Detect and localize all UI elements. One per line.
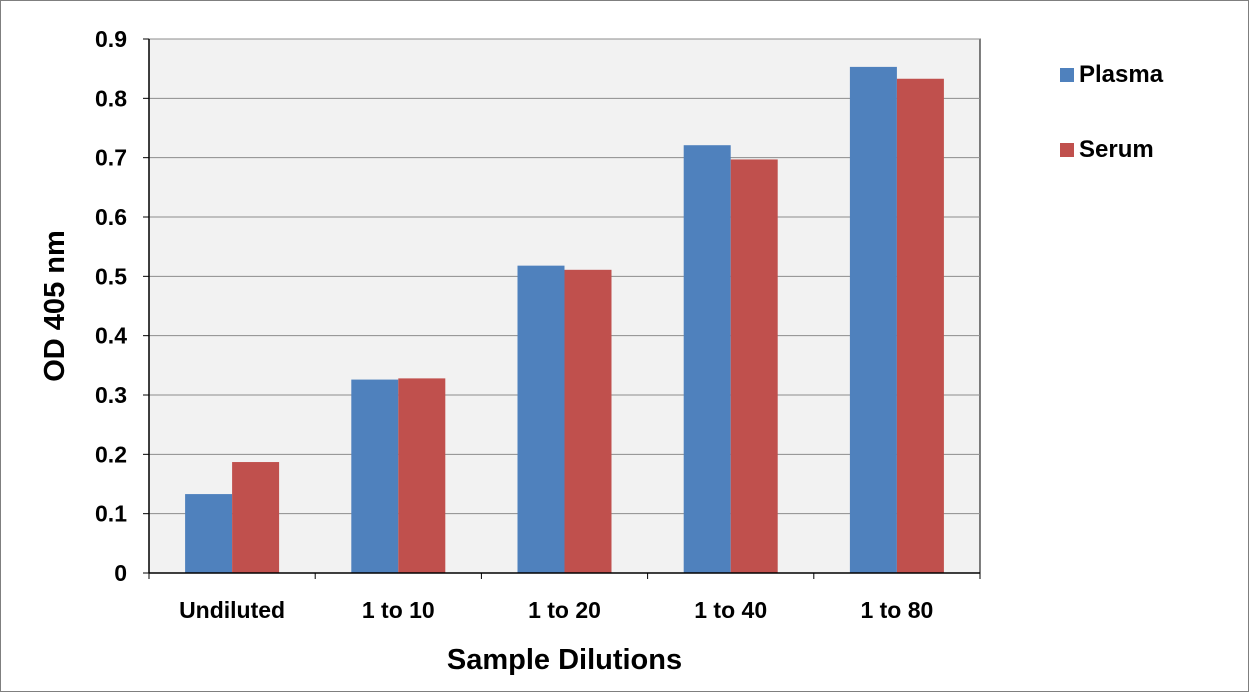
legend-label-serum: Serum: [1079, 136, 1154, 163]
bar-serum-2: [564, 269, 612, 573]
x-tick-label: 1 to 20: [528, 597, 601, 623]
bar-serum-0: [232, 462, 280, 573]
y-tick-label: 0.7: [95, 145, 127, 171]
axes: [148, 39, 981, 579]
y-tick-label: 0.6: [95, 204, 127, 230]
bar-plasma-3: [683, 145, 731, 573]
bar-plasma-0: [185, 494, 233, 573]
bars: [185, 66, 944, 574]
x-axis-title: Sample Dilutions: [447, 644, 682, 676]
legend-label-plasma: Plasma: [1079, 61, 1164, 88]
y-tick-label: 0.8: [95, 85, 127, 111]
y-tick-labels: 0 0.1 0.2 0.3 0.4 0.5 0.6 0.7 0.8 0.9: [95, 26, 127, 586]
y-tick-label: 0: [114, 560, 127, 586]
x-tick-labels: Undiluted 1 to 10 1 to 20 1 to 40 1 to 80: [179, 597, 933, 623]
legend: Plasma Serum: [1060, 61, 1164, 163]
x-tick-label: 1 to 10: [362, 597, 435, 623]
y-tick-label: 0.4: [95, 323, 127, 349]
y-tick-label: 0.2: [95, 441, 127, 467]
y-tick-label: 0.9: [95, 26, 127, 52]
bar-serum-1: [398, 378, 446, 573]
bar-serum-3: [730, 159, 778, 574]
y-axis-title: OD 405 nm: [39, 230, 71, 382]
legend-swatch-plasma: [1060, 68, 1074, 82]
bar-plasma-1: [351, 379, 399, 573]
bar-plasma-4: [849, 66, 897, 574]
bar-plasma-2: [517, 265, 565, 573]
bar-serum-4: [896, 78, 944, 574]
y-tick-label: 0.3: [95, 382, 127, 408]
y-tick-label: 0.5: [95, 263, 127, 289]
x-tick-label: 1 to 80: [860, 597, 933, 623]
x-tick-label: 1 to 40: [694, 597, 767, 623]
x-tick-label: Undiluted: [179, 597, 285, 623]
y-tick-label: 0.1: [95, 501, 127, 527]
legend-swatch-serum: [1060, 143, 1074, 157]
